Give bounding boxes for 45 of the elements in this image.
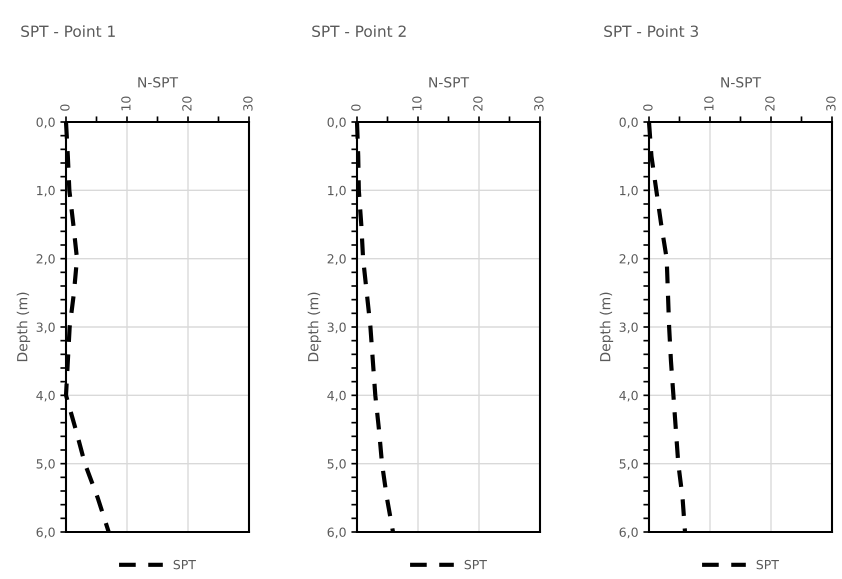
x-tick-label: 20 [182,96,192,111]
chart-title: SPT - Point 1 [21,25,115,38]
x-axis-title: N-SPT [138,77,178,88]
x-axis-title: N-SPT [721,77,762,88]
x-tick-label: 30 [243,96,253,111]
x-tick-label: 20 [473,96,483,111]
y-tick-label: 1,0 [620,186,638,197]
x-tick-label: 0 [60,104,70,111]
y-tick-label: 0,0 [620,117,638,128]
x-tick-label: 10 [121,96,131,110]
x-tick-label: 30 [826,96,836,111]
y-tick-label: 0,0 [36,117,55,128]
y-tick-label: 1,0 [37,186,55,197]
x-tick-label: 10 [704,96,714,110]
y-tick-label: 2,0 [36,254,55,265]
y-tick-label: 0,0 [328,117,346,128]
y-tick-label: 6,0 [328,527,346,538]
x-tick-label: 20 [765,96,775,111]
y-tick-label: 3,0 [620,322,638,334]
legend-label: SPT [756,560,779,570]
y-axis-title: Depth (m) [600,292,614,362]
chart-title: SPT - Point 3 [604,25,698,38]
y-tick-label: 6,0 [620,527,638,538]
y-tick-label: 4,0 [36,390,55,402]
y-tick-label: 3,0 [36,322,55,334]
y-tick-label: 4,0 [619,390,638,402]
x-tick-label: 30 [534,96,544,111]
legend-label: SPT [174,560,196,570]
y-tick-label: 3,0 [328,322,346,334]
x-tick-label: 10 [412,96,422,110]
y-tick-label: 1,0 [328,186,346,197]
y-tick-label: 5,0 [36,459,55,470]
chart-title: SPT - Point 2 [312,25,406,38]
y-tick-label: 2,0 [620,254,638,265]
y-tick-label: 2,0 [328,254,346,265]
x-axis-title: N-SPT [429,77,470,88]
y-axis-title: Depth (m) [16,292,30,362]
legend-label: SPT [464,560,487,570]
x-tick-label: 0 [643,104,653,111]
y-tick-label: 6,0 [36,527,55,538]
y-tick-label: 4,0 [327,390,346,402]
y-tick-label: 5,0 [620,459,638,470]
y-tick-label: 5,0 [328,459,346,470]
y-axis-title: Depth (m) [308,292,322,362]
x-tick-label: 0 [351,104,361,111]
